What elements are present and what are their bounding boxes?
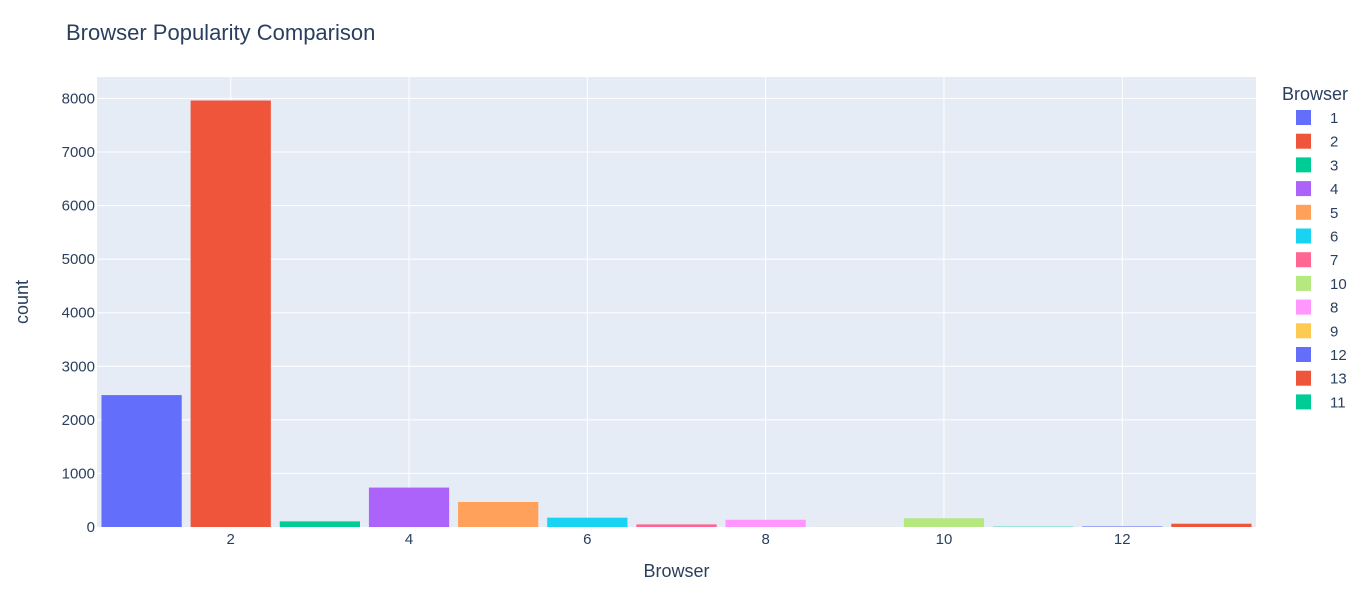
legend-swatch <box>1296 299 1311 315</box>
legend-swatch <box>1296 252 1311 268</box>
legend-item-3[interactable]: 3 <box>1296 157 1338 174</box>
legend-label: 12 <box>1330 347 1347 364</box>
chart-title: Browser Popularity Comparison <box>66 20 375 45</box>
bar-browser-2[interactable] <box>190 100 271 528</box>
y-tick-label: 5000 <box>62 251 95 268</box>
legend-swatch <box>1296 370 1311 386</box>
legend-swatch <box>1296 394 1311 410</box>
bar-browser-6[interactable] <box>547 517 628 527</box>
legend-item-13[interactable]: 13 <box>1296 370 1347 388</box>
legend-item-9[interactable]: 9 <box>1296 323 1338 340</box>
legend-label: 5 <box>1330 205 1338 222</box>
legend-label: 7 <box>1330 252 1338 269</box>
legend-item-6[interactable]: 6 <box>1296 228 1338 246</box>
x-tick-label: 10 <box>936 531 953 548</box>
y-tick-label: 0 <box>87 519 95 536</box>
legend-swatch <box>1296 228 1311 244</box>
x-axis-ticks: 2 4 6 8 10 12 <box>227 531 1131 548</box>
x-tick-label: 12 <box>1114 531 1131 548</box>
x-tick-label: 8 <box>761 531 769 548</box>
legend-swatch <box>1296 323 1311 339</box>
y-tick-label: 7000 <box>62 144 95 161</box>
legend-label: 4 <box>1330 181 1338 198</box>
bars <box>101 100 1252 528</box>
y-tick-label: 1000 <box>62 465 95 482</box>
bar-browser-5[interactable] <box>458 501 539 527</box>
legend-swatch <box>1296 181 1311 197</box>
legend-item-8[interactable]: 8 <box>1296 299 1338 317</box>
legend-swatch <box>1296 275 1311 291</box>
legend-label: 6 <box>1330 229 1338 246</box>
legend-item-11[interactable]: 11 <box>1296 394 1346 411</box>
legend-item-2[interactable]: 2 <box>1296 133 1338 151</box>
legend-item-10[interactable]: 10 <box>1296 275 1347 293</box>
bar-browser-4[interactable] <box>368 487 450 527</box>
bar-browser-8[interactable] <box>725 519 806 527</box>
legend-label: 2 <box>1330 134 1338 151</box>
y-axis-ticks: 0 1000 2000 3000 4000 5000 6000 7000 8000 <box>62 90 95 536</box>
legend-swatch <box>1296 110 1311 125</box>
y-tick-label: 8000 <box>62 90 95 107</box>
legend-label: 1 <box>1330 110 1338 127</box>
x-tick-label: 2 <box>227 531 235 548</box>
legend-swatch <box>1296 157 1311 173</box>
x-axis-title: Browser <box>643 561 709 581</box>
y-tick-label: 2000 <box>62 412 95 429</box>
y-axis-title: count <box>12 280 32 324</box>
bar-browser-12[interactable] <box>1082 526 1163 527</box>
legend-label: 3 <box>1330 157 1338 174</box>
legend-label: 8 <box>1330 300 1338 317</box>
legend-item-1[interactable]: 1 <box>1296 110 1338 127</box>
legend-swatch <box>1296 204 1311 220</box>
y-tick-label: 4000 <box>62 305 95 322</box>
legend-label: 13 <box>1330 371 1347 388</box>
legend-title: Browser <box>1282 84 1348 104</box>
bar-browser-10[interactable] <box>903 518 985 527</box>
bar-browser-1[interactable] <box>101 395 182 527</box>
legend-swatch <box>1296 133 1311 149</box>
bar-browser-13[interactable] <box>1171 523 1252 527</box>
legend-label: 10 <box>1330 276 1347 293</box>
legend-label: 11 <box>1330 394 1346 411</box>
y-tick-label: 3000 <box>62 358 95 375</box>
bar-browser-3[interactable] <box>279 521 361 527</box>
legend-item-7[interactable]: 7 <box>1296 252 1338 269</box>
legend-item-4[interactable]: 4 <box>1296 181 1338 198</box>
legend-swatch <box>1296 347 1311 362</box>
legend-item-12[interactable]: 12 <box>1296 347 1347 364</box>
x-tick-label: 6 <box>583 531 591 548</box>
legend-item-5[interactable]: 5 <box>1296 204 1338 222</box>
legend-label: 9 <box>1330 323 1338 340</box>
bar-browser-7[interactable] <box>636 524 717 527</box>
y-tick-label: 6000 <box>62 198 95 215</box>
x-tick-label: 4 <box>405 531 413 548</box>
